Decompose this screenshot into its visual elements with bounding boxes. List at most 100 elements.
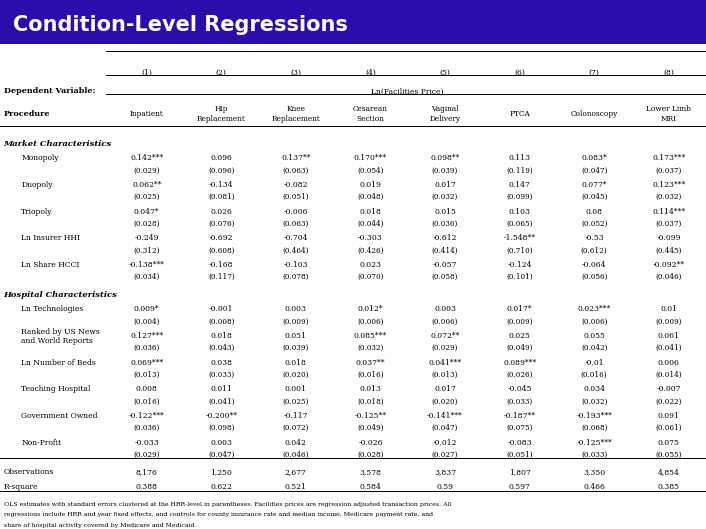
Text: (0.445): (0.445) [655, 247, 682, 254]
Text: (0.042): (0.042) [581, 344, 607, 352]
Text: 0.017: 0.017 [434, 181, 456, 189]
Text: (0.018): (0.018) [357, 397, 384, 405]
Text: 0.08: 0.08 [586, 208, 603, 216]
Text: share of hospital activity covered by Medicare and Medicaid.: share of hospital activity covered by Me… [4, 523, 196, 528]
Text: -0.045: -0.045 [508, 385, 532, 393]
Text: (0.414): (0.414) [431, 247, 458, 254]
Text: R-square: R-square [4, 483, 38, 491]
Text: (0.048): (0.048) [357, 193, 383, 201]
Text: -0.057: -0.057 [433, 261, 457, 269]
Text: (0.020): (0.020) [282, 371, 309, 379]
Text: (0.055): (0.055) [655, 451, 682, 459]
Text: -0.53: -0.53 [585, 234, 604, 242]
Text: 0.103: 0.103 [508, 208, 531, 216]
Text: (0.033): (0.033) [208, 371, 234, 379]
Text: (0.037): (0.037) [656, 220, 682, 228]
Text: 0.018: 0.018 [210, 332, 232, 340]
Text: 0.037**: 0.037** [356, 359, 385, 367]
Text: -0.099: -0.099 [657, 234, 681, 242]
Text: 0.015: 0.015 [434, 208, 456, 216]
Text: 0.127***: 0.127*** [130, 332, 163, 340]
Text: (0.078): (0.078) [282, 273, 309, 281]
Text: 0.003: 0.003 [434, 305, 456, 313]
Text: (0.029): (0.029) [133, 451, 160, 459]
Text: 0.062**: 0.062** [132, 181, 162, 189]
Text: -1.548**: -1.548** [503, 234, 536, 242]
Text: 0.041***: 0.041*** [429, 359, 462, 367]
Text: 0.584: 0.584 [359, 483, 381, 491]
Text: 0.147: 0.147 [508, 181, 530, 189]
Text: (0.016): (0.016) [133, 397, 160, 405]
Text: (0.037): (0.037) [656, 167, 682, 175]
Text: (0.044): (0.044) [357, 220, 383, 228]
Text: 0.019: 0.019 [359, 181, 381, 189]
Text: 0.142***: 0.142*** [130, 154, 163, 162]
Text: 0.137**: 0.137** [281, 154, 311, 162]
Text: 0.59: 0.59 [436, 483, 453, 491]
Text: 0.008: 0.008 [136, 385, 157, 393]
Text: 0.113: 0.113 [508, 154, 531, 162]
Text: 0.069***: 0.069*** [130, 359, 163, 367]
Text: -0.006: -0.006 [284, 208, 308, 216]
Text: (0.013): (0.013) [432, 371, 458, 379]
Text: -0.200**: -0.200** [205, 412, 237, 420]
Text: (0.049): (0.049) [506, 344, 533, 352]
Text: (7): (7) [589, 69, 599, 77]
Text: (0.096): (0.096) [208, 167, 234, 175]
Text: (0.052): (0.052) [581, 220, 607, 228]
Text: (0.058): (0.058) [432, 273, 458, 281]
Text: 0.075: 0.075 [658, 439, 680, 446]
Text: Ln Share HCCI: Ln Share HCCI [21, 261, 80, 269]
Text: Duopoly: Duopoly [21, 181, 53, 189]
Text: (8): (8) [663, 69, 674, 77]
Text: (0.464): (0.464) [282, 247, 309, 254]
Text: 3,350: 3,350 [583, 468, 605, 476]
Text: (0.049): (0.049) [357, 424, 383, 432]
Text: -0.001: -0.001 [209, 305, 234, 313]
Text: Market Characteristics: Market Characteristics [4, 140, 112, 148]
Text: 0.098**: 0.098** [431, 154, 460, 162]
Text: -0.083: -0.083 [507, 439, 532, 446]
Text: (0.312): (0.312) [133, 247, 160, 254]
Text: 1,807: 1,807 [508, 468, 530, 476]
Text: (0.612): (0.612) [581, 247, 607, 254]
Text: 0.083*: 0.083* [581, 154, 607, 162]
Text: (0.065): (0.065) [506, 220, 533, 228]
Text: Procedure: Procedure [4, 110, 50, 118]
Text: (0.032): (0.032) [357, 344, 383, 352]
Text: 0.173***: 0.173*** [652, 154, 686, 162]
Text: (0.075): (0.075) [506, 424, 533, 432]
Text: (0.046): (0.046) [282, 451, 309, 459]
Text: (0.039): (0.039) [282, 344, 309, 352]
Text: -0.026: -0.026 [358, 439, 383, 446]
Text: (0.117): (0.117) [208, 273, 234, 281]
Text: 0.009*: 0.009* [134, 305, 160, 313]
Text: (0.033): (0.033) [506, 397, 533, 405]
Text: Cesarean
Section: Cesarean Section [353, 105, 388, 123]
Text: 0.072**: 0.072** [431, 332, 460, 340]
Text: 0.012*: 0.012* [358, 305, 383, 313]
Text: 0.055: 0.055 [583, 332, 605, 340]
Text: (0.054): (0.054) [357, 167, 383, 175]
Text: (0.061): (0.061) [655, 424, 682, 432]
Text: 0.026: 0.026 [210, 208, 232, 216]
Text: 0.096: 0.096 [210, 154, 232, 162]
Text: regressions include HRR and year fixed effects, and controls for county insuranc: regressions include HRR and year fixed e… [4, 513, 433, 517]
Text: (0.009): (0.009) [506, 317, 533, 325]
Text: and World Reports: and World Reports [21, 337, 93, 345]
Text: (0.026): (0.026) [506, 371, 533, 379]
Text: Ln(Facilities Price): Ln(Facilities Price) [371, 87, 444, 95]
Text: (0.006): (0.006) [432, 317, 458, 325]
Text: 0.089***: 0.089*** [503, 359, 536, 367]
Text: (0.034): (0.034) [133, 273, 160, 281]
Text: 0.003: 0.003 [285, 305, 307, 313]
Text: 0.038: 0.038 [210, 359, 232, 367]
Text: -0.125***: -0.125*** [576, 439, 612, 446]
Text: Vaginal
Delivery: Vaginal Delivery [429, 105, 460, 123]
Text: 0.018: 0.018 [359, 208, 381, 216]
Text: PTCA: PTCA [509, 110, 530, 118]
Text: Triopoly: Triopoly [21, 208, 53, 216]
Text: (0.081): (0.081) [208, 193, 234, 201]
Text: (0.008): (0.008) [208, 317, 234, 325]
Text: -0.692: -0.692 [209, 234, 234, 242]
